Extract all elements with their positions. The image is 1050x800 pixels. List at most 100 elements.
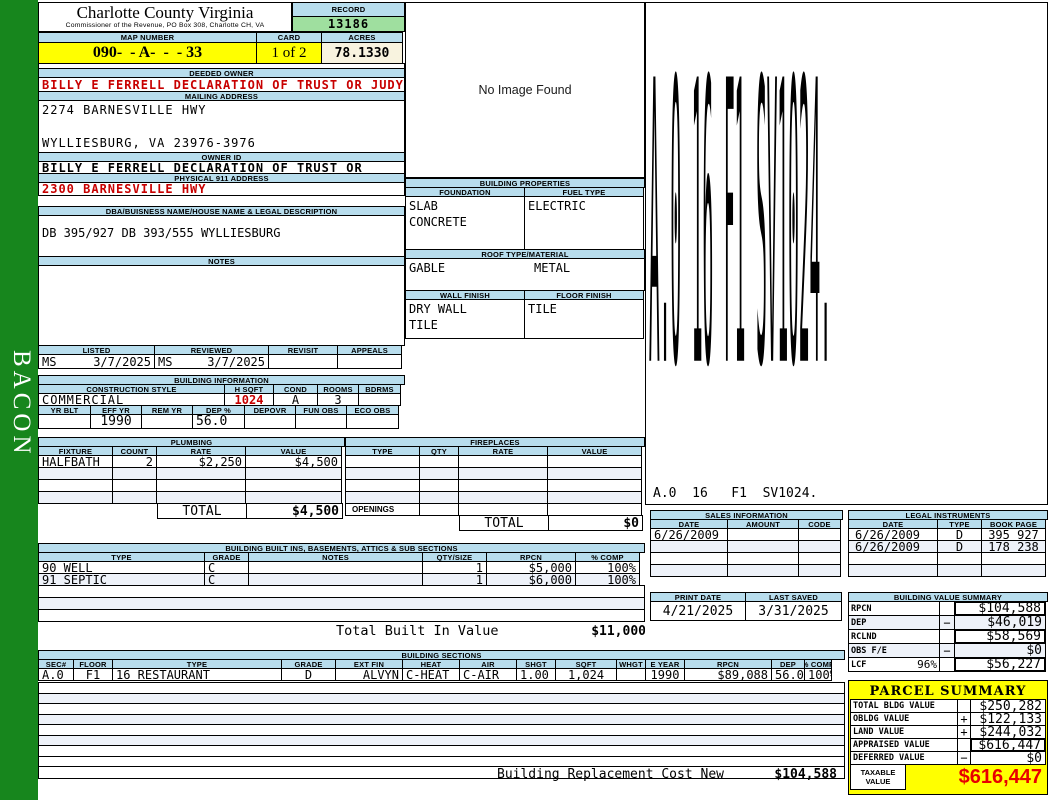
ps-op: − xyxy=(957,751,971,765)
replacement-cost-row: Building Replacement Cost New $104,588 xyxy=(38,766,845,782)
map-number-value: 090- - A- - - 33 xyxy=(38,42,257,64)
owner-block: DEEDED OWNER BILLY E FERRELL DECLARATION… xyxy=(38,68,405,196)
bs-comp: 100% xyxy=(804,668,832,681)
parcel-row: LAND VALUE + $244,032 xyxy=(850,725,1046,739)
fireplaces-total-value: $0 xyxy=(548,515,643,531)
parcel-summary-title: PARCEL SUMMARY xyxy=(869,683,1027,699)
built-ins-row: 90 WELL C 1 $5,000 100% xyxy=(38,561,645,574)
bs-grade: D xyxy=(281,668,336,681)
remyr-value xyxy=(141,414,193,429)
replacement-cost-value: $104,588 xyxy=(774,767,837,782)
bs-type: 16 RESTAURANT xyxy=(112,668,282,681)
bs-extfin: ALVYN xyxy=(335,668,403,681)
building-properties-panel: BUILDING PROPERTIES FOUNDATION FUEL TYPE… xyxy=(405,178,645,339)
last-saved-value: 3/31/2025 xyxy=(745,601,842,621)
notes-value xyxy=(38,265,405,346)
ps-value: $244,032 xyxy=(970,725,1046,739)
county-title: Charlotte County Virginia xyxy=(76,3,254,22)
parcel-summary-panel: PARCEL SUMMARY TOTAL BLDG VALUE $250,282… xyxy=(848,680,1048,795)
value-summary-row: DEP − $46,019 xyxy=(848,615,1048,630)
built-ins-total-label: Total Built In Value xyxy=(336,623,499,639)
ps-label: TOTAL BLDG VALUE xyxy=(850,699,958,713)
vs-value: $46,019 xyxy=(954,615,1046,630)
vs-value: $56,227 xyxy=(954,657,1046,672)
floor-finish-value: TILE xyxy=(524,299,644,339)
bs-air: C-AIR xyxy=(459,668,517,681)
sales-panel: SALES INFORMATION DATE AMOUNT CODE 6/26/… xyxy=(650,510,843,577)
wall-finish-line1: DRY WALL xyxy=(409,302,467,316)
sketch-area: A.0 16 F1 SV1024. A.0 16 F1 SV1024. xyxy=(645,2,1048,505)
fireplaces-panel: FIREPLACES TYPE QTY RATE VALUE OPENINGS … xyxy=(345,437,645,531)
reviewed-value: MS 3/7/2025 xyxy=(154,354,269,369)
bs-sqft: 1,024 xyxy=(555,668,617,681)
value-summary-row: OBS F/E − $0 xyxy=(848,643,1048,658)
vs-value: $0 xyxy=(954,643,1046,658)
vs-op: − xyxy=(939,643,955,658)
legal-row: 6/26/2009 D 178 238 xyxy=(848,540,1048,553)
vs-label: DEP xyxy=(848,615,940,630)
replacement-cost-label: Building Replacement Cost New xyxy=(497,767,724,782)
no-image-text: No Image Found xyxy=(478,83,572,97)
fuel-value: ELECTRIC xyxy=(524,196,644,250)
ps-label: APPRAISED VALUE xyxy=(850,738,958,752)
vs-op xyxy=(939,601,955,616)
reviewed-code: MS xyxy=(158,354,173,369)
vs-op xyxy=(939,657,955,672)
appeals-value xyxy=(337,354,402,369)
value-summary-row: RPCN $104,588 xyxy=(848,601,1048,616)
reviewed-date: 3/7/2025 xyxy=(207,354,265,369)
ps-label: OBLDG VALUE xyxy=(850,712,958,726)
empty-section-rows: Building Replacement Cost New $104,588 xyxy=(38,682,845,782)
dates-panel: PRINT DATE LAST SAVED 4/21/2025 3/31/202… xyxy=(650,592,843,621)
mailing-line1: 2274 BARNESVILLE HWY xyxy=(42,103,207,117)
effyr-value: 1990 xyxy=(90,414,142,429)
wall-finish-line2: TILE xyxy=(409,318,438,332)
listed-date: 3/7/2025 xyxy=(93,354,151,369)
bs-shgt: 1.00 xyxy=(516,668,556,681)
sidebar-strip xyxy=(0,0,38,800)
mailing-line2: WYLLIESBURG, VA 23976-3976 xyxy=(42,136,256,150)
building-information: BUILDING INFORMATION CONSTRUCTION STYLE … xyxy=(38,375,405,429)
building-sections-panel: BUILDING SECTIONS SEC# FLOOR TYPE GRADE … xyxy=(38,650,845,681)
plumbing-total-label: TOTAL xyxy=(157,503,247,519)
foundation-line2: CONCRETE xyxy=(409,215,467,229)
commissioner-subtitle: Commissioner of the Revenue, PO Box 308,… xyxy=(65,22,265,29)
roof-material-value: METAL xyxy=(534,261,571,275)
value-summary-row: RCLND $58,569 xyxy=(848,629,1048,644)
bs-sec: A.0 xyxy=(38,668,74,681)
dba-value: DB 395/927 DB 393/555 WYLLIESBURG xyxy=(38,215,405,257)
ecoobs-value xyxy=(346,414,399,429)
bs-rpcn: $89,088 xyxy=(684,668,772,681)
sketch-label: A.0 16 F1 SV1024. xyxy=(653,486,818,501)
vs-lcf-pct: 96% xyxy=(917,658,937,671)
legal-panel: LEGAL INSTRUMENTS DATE TYPE BOOK PAGE 6/… xyxy=(848,510,1048,577)
plumbing-total-value: $4,500 xyxy=(246,503,343,519)
sidebar-label: BACON xyxy=(8,350,35,458)
taxable-label-line1: TAXABLE xyxy=(860,768,896,777)
plumbing-panel: PLUMBING FIXTURE COUNT RATE VALUE HALFBA… xyxy=(38,437,345,519)
vs-op: − xyxy=(939,615,955,630)
built-ins-row: 91 SEPTIC C 1 $6,000 100% xyxy=(38,573,645,586)
revisit-value xyxy=(268,354,338,369)
physical-address-value: 2300 BARNESVILLE HWY xyxy=(38,182,405,196)
building-sections-row: A.0 F1 16 RESTAURANT D ALVYN C-HEAT C-AI… xyxy=(38,668,845,681)
roof-type-value: GABLE xyxy=(409,261,446,275)
vs-label: LCF xyxy=(851,659,867,670)
vs-label: RCLND xyxy=(848,629,940,644)
value-summary-row: LCF 96% $56,227 xyxy=(848,657,1048,672)
print-date-value: 4/21/2025 xyxy=(650,601,746,621)
deeded-owner-value: BILLY E FERRELL DECLARATION OF TRUST OR … xyxy=(38,77,405,92)
listed-code: MS xyxy=(42,354,57,369)
parcel-row: APPRAISED VALUE $616,447 xyxy=(850,738,1046,752)
depovr-value xyxy=(244,414,296,429)
map-card-acres: MAP NUMBER CARD ACRES 090- - A- - - 33 1… xyxy=(38,32,405,64)
bs-heat: C-HEAT xyxy=(402,668,460,681)
parcel-row: DEFERRED VALUE − $0 xyxy=(850,751,1046,765)
vs-label: OBS F/E xyxy=(848,643,940,658)
dba-notes-block: DBA/BUISNESS NAME/HOUSE NAME & LEGAL DES… xyxy=(38,206,405,369)
bs-whgt xyxy=(616,668,646,681)
ps-op: + xyxy=(957,712,971,726)
funobs-value xyxy=(295,414,347,429)
record-value: 13186 xyxy=(292,16,405,32)
